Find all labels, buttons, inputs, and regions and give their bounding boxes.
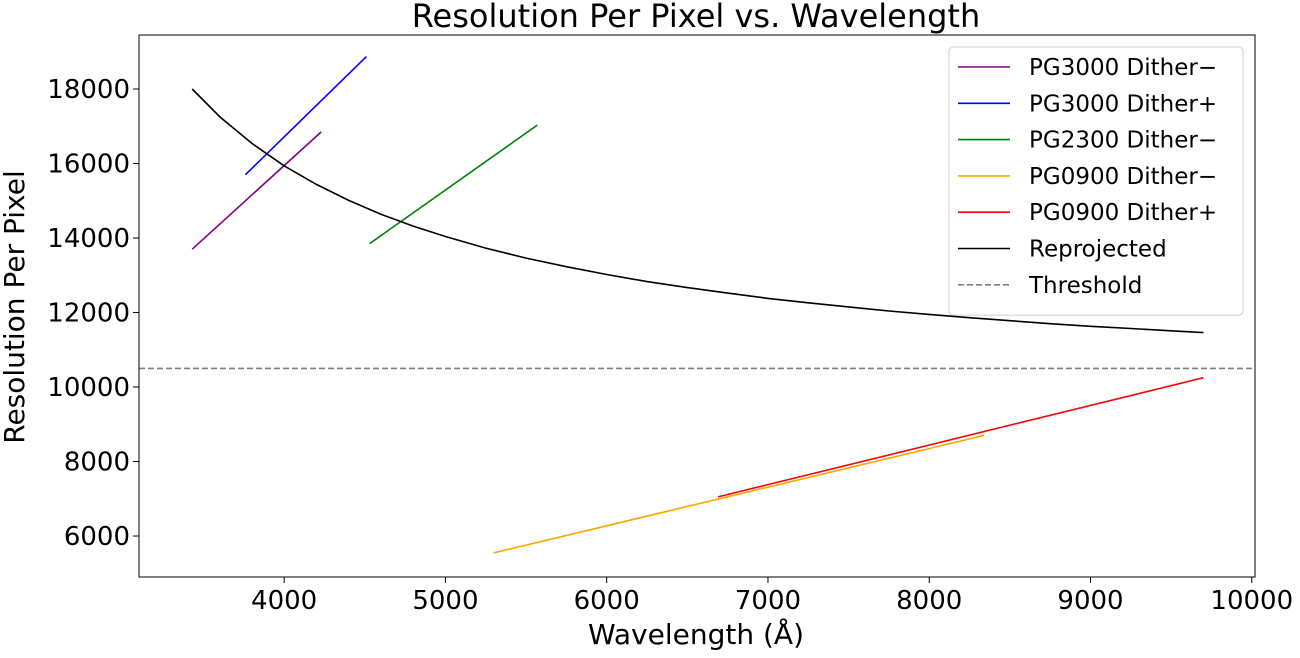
x-tick-label: 9000 <box>1057 586 1123 616</box>
plot-area <box>139 56 1255 554</box>
y-tick-label: 14000 <box>47 224 130 254</box>
y-axis-label: Resolution Per Pixel <box>0 170 31 444</box>
x-tick-label: 10000 <box>1210 586 1293 616</box>
series-line-reprojected <box>191 88 1204 334</box>
legend-label: PG3000 Dither+ <box>1029 91 1217 117</box>
legend-label: PG0900 Dither+ <box>1029 200 1217 226</box>
x-tick-label: 7000 <box>735 586 801 616</box>
y-tick-label: 18000 <box>47 75 130 105</box>
legend-box <box>948 46 1244 316</box>
axes: 4000 5000 6000 7000 8000 9000 10000 6000 8000 100… <box>47 34 1293 616</box>
legend-label: PG0900 Dither− <box>1029 164 1217 190</box>
y-tick-label: 16000 <box>47 150 130 180</box>
y-tick-label: 8000 <box>64 448 130 478</box>
y-tick-label: 10000 <box>47 373 130 403</box>
x-tick-label: 4000 <box>251 586 317 616</box>
series-line-pg3000-dither <box>191 131 322 250</box>
y-tick-label: 12000 <box>47 299 130 329</box>
series-line-pg3000-dither <box>244 56 367 176</box>
series-line-pg0900-dither <box>717 376 1204 498</box>
x-tick-label: 5000 <box>412 586 478 616</box>
chart-title: Resolution Per Pixel vs. Wavelength <box>412 0 981 35</box>
y-tick-label: 6000 <box>64 522 130 552</box>
x-axis-label: Wavelength (Å) <box>588 617 804 651</box>
series-line-pg2300-dither <box>369 124 538 245</box>
plot-frame <box>138 34 1256 578</box>
series-line-pg0900-dither <box>493 434 985 554</box>
legend: PG3000 Dither− PG3000 Dither+ PG2300 Dithe… <box>948 46 1244 316</box>
x-tick-label: 6000 <box>574 586 640 616</box>
x-tick-label: 8000 <box>896 586 962 616</box>
legend-label: Reprojected <box>1029 237 1167 263</box>
legend-label: PG2300 Dither− <box>1029 128 1217 154</box>
legend-label: PG3000 Dither− <box>1029 55 1217 81</box>
legend-label: Threshold <box>1028 273 1142 299</box>
